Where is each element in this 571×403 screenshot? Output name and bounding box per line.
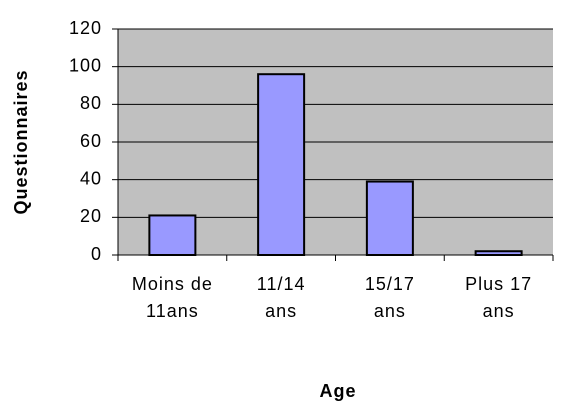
y-axis-title: Questionnaires (11, 69, 31, 214)
x-tick-label: 15/17 ans (364, 274, 415, 321)
bar (474, 250, 523, 257)
bar (257, 73, 306, 256)
bar (365, 180, 414, 256)
y-tick-label: 0 (91, 244, 102, 264)
x-tick-label: Plus 17 ans (465, 274, 533, 321)
bar (148, 214, 197, 256)
y-tick-label: 120 (69, 18, 102, 38)
y-tick-label: 20 (80, 206, 102, 226)
x-axis-title: Age (319, 381, 356, 401)
x-tick-label: Moins de 11ans (131, 274, 213, 321)
x-tick-label: 11/14 ans (256, 274, 306, 321)
y-tick-label: 40 (80, 168, 102, 188)
y-tick-label: 80 (80, 93, 102, 113)
y-tick-label: 100 (69, 55, 102, 75)
y-tick-label: 60 (80, 131, 102, 151)
